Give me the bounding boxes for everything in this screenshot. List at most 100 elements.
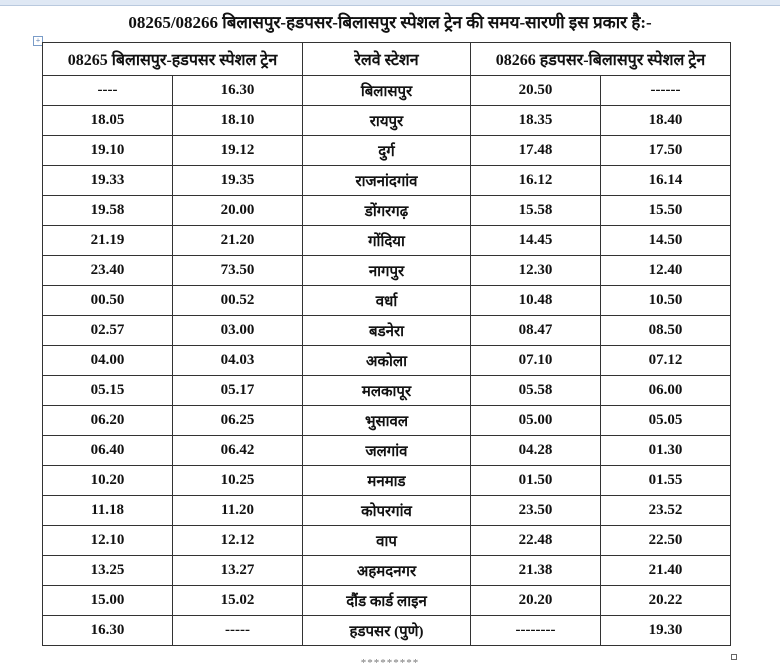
- table-row: 00.50 00.52 वर्धा 10.48 10.50: [42, 285, 731, 316]
- arrival-08266: 12.30: [470, 255, 601, 286]
- arrival-08265: ----: [42, 75, 173, 106]
- document-title: 08265/08266 बिलासपुर-हडपसर-बिलासपुर स्पे…: [128, 13, 652, 32]
- table-row: 18.05 18.10 रायपुर 18.35 18.40: [42, 105, 731, 136]
- departure-08266: 20.22: [600, 585, 731, 616]
- station-name: दौंड कार्ड लाइन: [302, 585, 471, 616]
- arrival-08265: 19.58: [42, 195, 173, 226]
- station-name: बिलासपुर: [302, 75, 471, 106]
- table-row: 02.57 03.00 बडनेरा 08.47 08.50: [42, 315, 731, 346]
- table-row: 12.10 12.12 वाप 22.48 22.50: [42, 525, 731, 556]
- arrival-08265: 05.15: [42, 375, 173, 406]
- arrival-08266: 05.00: [470, 405, 601, 436]
- departure-08265: 00.52: [172, 285, 303, 316]
- departure-08265: 19.35: [172, 165, 303, 196]
- table-row: 10.20 10.25 मनमाड 01.50 01.55: [42, 465, 731, 496]
- station-name: राजनांदगांव: [302, 165, 471, 196]
- departure-08266: 22.50: [600, 525, 731, 556]
- table-row: 15.00 15.02 दौंड कार्ड लाइन 20.20 20.22: [42, 585, 731, 616]
- station-name: दुर्ग: [302, 135, 471, 166]
- table-row: 11.18 11.20 कोपरगांव 23.50 23.52: [42, 495, 731, 526]
- departure-08265: 20.00: [172, 195, 303, 226]
- station-name: भुसावल: [302, 405, 471, 436]
- arrival-08265: 18.05: [42, 105, 173, 136]
- departure-08265: 03.00: [172, 315, 303, 346]
- station-name: मलकापूर: [302, 375, 471, 406]
- arrival-08266: 20.20: [470, 585, 601, 616]
- departure-08265: 12.12: [172, 525, 303, 556]
- header-station: रेलवे स्टेशन: [302, 42, 471, 76]
- arrival-08265: 11.18: [42, 495, 173, 526]
- table-resize-handle[interactable]: [731, 654, 737, 660]
- departure-08265: 73.50: [172, 255, 303, 286]
- station-name: बडनेरा: [302, 315, 471, 346]
- arrival-08265: 00.50: [42, 285, 173, 316]
- arrival-08266: 21.38: [470, 555, 601, 586]
- arrival-08265: 02.57: [42, 315, 173, 346]
- departure-08265: 04.03: [172, 345, 303, 376]
- departure-08266: 15.50: [600, 195, 731, 226]
- arrival-08266: 18.35: [470, 105, 601, 136]
- departure-08266: 05.05: [600, 405, 731, 436]
- arrival-08265: 06.20: [42, 405, 173, 436]
- arrival-08266: 04.28: [470, 435, 601, 466]
- arrival-08266: 15.58: [470, 195, 601, 226]
- departure-08266: 17.50: [600, 135, 731, 166]
- departure-08265: 15.02: [172, 585, 303, 616]
- departure-08266: 12.40: [600, 255, 731, 286]
- table-row: 13.25 13.27 अहमदनगर 21.38 21.40: [42, 555, 731, 586]
- departure-08266: 19.30: [600, 615, 731, 646]
- departure-08265: 21.20: [172, 225, 303, 256]
- table-row: 16.30 ----- हडपसर (पुणे) -------- 19.30: [42, 615, 731, 646]
- arrival-08266: 10.48: [470, 285, 601, 316]
- departure-08266: 06.00: [600, 375, 731, 406]
- arrival-08265: 23.40: [42, 255, 173, 286]
- departure-08265: 05.17: [172, 375, 303, 406]
- departure-08266: 14.50: [600, 225, 731, 256]
- table-row: ---- 16.30 बिलासपुर 20.50 ------: [42, 75, 731, 106]
- table-row: 21.19 21.20 गोंदिया 14.45 14.50: [42, 225, 731, 256]
- arrival-08266: 07.10: [470, 345, 601, 376]
- arrival-08266: --------: [470, 615, 601, 646]
- table-row: 06.20 06.25 भुसावल 05.00 05.05: [42, 405, 731, 436]
- arrival-08265: 19.33: [42, 165, 173, 196]
- departure-08266: 16.14: [600, 165, 731, 196]
- departure-08265: 19.12: [172, 135, 303, 166]
- departure-08266: 07.12: [600, 345, 731, 376]
- station-name: डोंगरगढ़: [302, 195, 471, 226]
- station-name: वर्धा: [302, 285, 471, 316]
- departure-08265: 16.30: [172, 75, 303, 106]
- ruler-bar: [0, 0, 780, 6]
- arrival-08265: 12.10: [42, 525, 173, 556]
- arrival-08265: 19.10: [42, 135, 173, 166]
- table-header-row: 08265 बिलासपुर-हडपसर स्पेशल ट्रेन रेलवे …: [42, 42, 731, 76]
- departure-08266: 01.55: [600, 465, 731, 496]
- table-row: 23.40 73.50 नागपुर 12.30 12.40: [42, 255, 731, 286]
- station-name: गोंदिया: [302, 225, 471, 256]
- header-train-08265: 08265 बिलासपुर-हडपसर स्पेशल ट्रेन: [42, 42, 303, 76]
- table-move-handle-icon[interactable]: +: [33, 36, 43, 46]
- table-row: 04.00 04.03 अकोला 07.10 07.12: [42, 345, 731, 376]
- arrival-08266: 08.47: [470, 315, 601, 346]
- header-train-08266: 08266 हडपसर-बिलासपुर स्पेशल ट्रेन: [470, 42, 731, 76]
- station-name: अकोला: [302, 345, 471, 376]
- departure-08266: 01.30: [600, 435, 731, 466]
- arrival-08266: 17.48: [470, 135, 601, 166]
- table-row: 19.10 19.12 दुर्ग 17.48 17.50: [42, 135, 731, 166]
- departure-08266: 10.50: [600, 285, 731, 316]
- departure-08266: 21.40: [600, 555, 731, 586]
- departure-08265: 06.42: [172, 435, 303, 466]
- table-row: 19.33 19.35 राजनांदगांव 16.12 16.14: [42, 165, 731, 196]
- arrival-08265: 21.19: [42, 225, 173, 256]
- arrival-08266: 22.48: [470, 525, 601, 556]
- arrival-08265: 15.00: [42, 585, 173, 616]
- arrival-08265: 13.25: [42, 555, 173, 586]
- station-name: हडपसर (पुणे): [302, 615, 471, 646]
- arrival-08266: 05.58: [470, 375, 601, 406]
- footer-stars: *********: [360, 657, 420, 669]
- departure-08265: 13.27: [172, 555, 303, 586]
- arrival-08266: 16.12: [470, 165, 601, 196]
- station-name: नागपुर: [302, 255, 471, 286]
- table-row: 05.15 05.17 मलकापूर 05.58 06.00: [42, 375, 731, 406]
- arrival-08266: 14.45: [470, 225, 601, 256]
- departure-08266: 18.40: [600, 105, 731, 136]
